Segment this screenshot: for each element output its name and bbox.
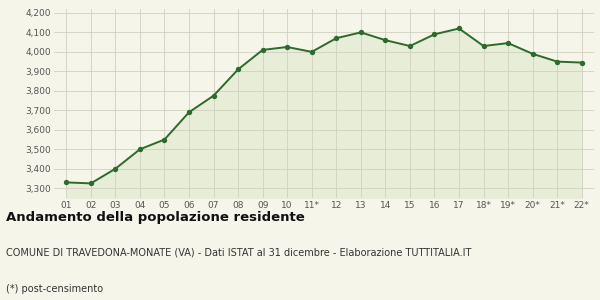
Point — [479, 44, 488, 48]
Point — [209, 93, 218, 98]
Point — [233, 67, 243, 72]
Point — [405, 44, 415, 48]
Point — [331, 36, 341, 40]
Point — [160, 137, 169, 142]
Point — [283, 45, 292, 50]
Text: COMUNE DI TRAVEDONA-MONATE (VA) - Dati ISTAT al 31 dicembre - Elaborazione TUTTI: COMUNE DI TRAVEDONA-MONATE (VA) - Dati I… — [6, 248, 472, 257]
Point — [356, 30, 365, 35]
Text: Andamento della popolazione residente: Andamento della popolazione residente — [6, 212, 305, 224]
Point — [380, 38, 390, 43]
Point — [184, 110, 194, 115]
Point — [258, 47, 268, 52]
Point — [553, 59, 562, 64]
Point — [61, 180, 71, 185]
Point — [430, 32, 439, 37]
Point — [135, 147, 145, 152]
Point — [577, 60, 587, 65]
Point — [86, 181, 95, 186]
Text: (*) post-censimento: (*) post-censimento — [6, 284, 103, 293]
Point — [528, 51, 538, 56]
Point — [454, 26, 464, 31]
Point — [503, 41, 513, 46]
Point — [307, 50, 317, 54]
Point — [110, 167, 120, 171]
